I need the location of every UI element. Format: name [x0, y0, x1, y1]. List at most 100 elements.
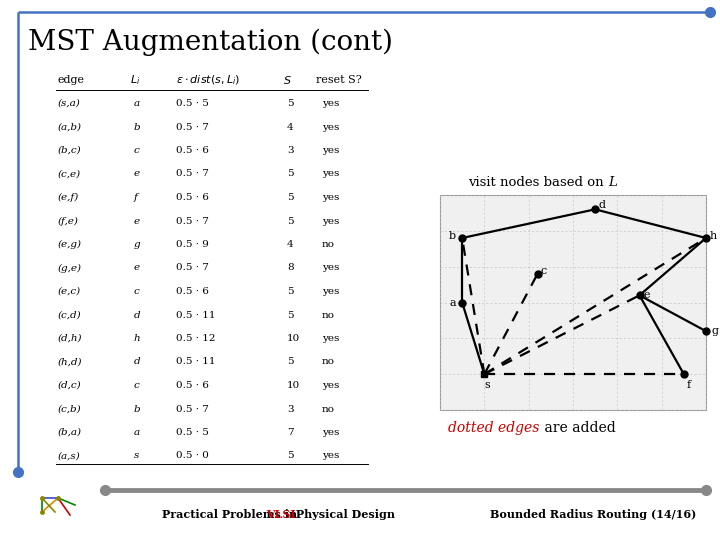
- Text: a: a: [134, 99, 140, 108]
- Text: s: s: [485, 380, 490, 390]
- Text: 0.5 · 7: 0.5 · 7: [176, 264, 209, 273]
- Text: 0.5 · 6: 0.5 · 6: [176, 193, 209, 202]
- Text: a: a: [134, 428, 140, 437]
- Text: e: e: [134, 217, 140, 226]
- Text: 0.5 · 6: 0.5 · 6: [176, 287, 209, 296]
- Text: f: f: [134, 193, 138, 202]
- Text: 10: 10: [287, 381, 300, 390]
- Text: (h,d): (h,d): [58, 357, 83, 367]
- Text: d: d: [134, 310, 140, 320]
- Text: c: c: [134, 381, 140, 390]
- Text: yes: yes: [322, 217, 339, 226]
- Text: a: a: [449, 298, 456, 307]
- Text: (e,c): (e,c): [58, 287, 81, 296]
- Text: 0.5 · 7: 0.5 · 7: [176, 170, 209, 179]
- Text: 3: 3: [287, 146, 294, 155]
- Text: 5: 5: [287, 310, 294, 320]
- Text: $S$: $S$: [283, 74, 292, 86]
- Text: 0.5 · 6: 0.5 · 6: [176, 381, 209, 390]
- Text: 0.5 · 9: 0.5 · 9: [176, 240, 209, 249]
- Text: (d,h): (d,h): [58, 334, 83, 343]
- Text: 0.5 · 5: 0.5 · 5: [176, 99, 209, 108]
- Text: yes: yes: [322, 146, 339, 155]
- Text: 0.5 · 7: 0.5 · 7: [176, 404, 209, 414]
- Text: yes: yes: [322, 451, 339, 461]
- Text: yes: yes: [322, 123, 339, 132]
- Text: c: c: [134, 146, 140, 155]
- Text: (a,s): (a,s): [58, 451, 81, 461]
- Text: (e,g): (e,g): [58, 240, 82, 249]
- Text: VLSI: VLSI: [266, 510, 296, 521]
- Text: yes: yes: [322, 264, 339, 273]
- Text: h: h: [134, 334, 140, 343]
- Text: $L_i$: $L_i$: [130, 73, 140, 87]
- Text: 0.5 · 7: 0.5 · 7: [176, 217, 209, 226]
- Text: (e,f): (e,f): [58, 193, 79, 202]
- Text: 5: 5: [287, 170, 294, 179]
- Text: edge: edge: [58, 75, 85, 85]
- Text: (c,d): (c,d): [58, 310, 81, 320]
- Text: yes: yes: [322, 334, 339, 343]
- Text: e: e: [134, 264, 140, 273]
- Text: yes: yes: [322, 193, 339, 202]
- Text: c: c: [541, 266, 546, 276]
- Text: 5: 5: [287, 357, 294, 367]
- Text: 4: 4: [287, 240, 294, 249]
- Bar: [440, 195, 706, 410]
- Text: d: d: [598, 200, 606, 211]
- Text: Practical Problems in: Practical Problems in: [162, 510, 301, 521]
- Text: 0.5 · 0: 0.5 · 0: [176, 451, 209, 461]
- Text: MST Augmentation (cont): MST Augmentation (cont): [28, 28, 393, 56]
- Text: g: g: [134, 240, 140, 249]
- Text: (f,e): (f,e): [58, 217, 79, 226]
- Text: b: b: [134, 404, 140, 414]
- Text: c: c: [134, 287, 140, 296]
- Text: 0.5 · 11: 0.5 · 11: [176, 310, 215, 320]
- Text: (d,c): (d,c): [58, 381, 81, 390]
- Text: $\epsilon \cdot dist(s, L_i)$: $\epsilon \cdot dist(s, L_i)$: [176, 73, 240, 87]
- Text: (b,c): (b,c): [58, 146, 81, 155]
- Text: L: L: [608, 176, 617, 188]
- Text: 5: 5: [287, 193, 294, 202]
- Text: yes: yes: [322, 170, 339, 179]
- Text: 5: 5: [287, 217, 294, 226]
- Text: 3: 3: [287, 404, 294, 414]
- Text: dotted edges: dotted edges: [448, 421, 539, 435]
- Text: h: h: [710, 231, 717, 241]
- Text: b: b: [449, 231, 456, 241]
- Text: 0.5 · 12: 0.5 · 12: [176, 334, 215, 343]
- Text: e: e: [134, 170, 140, 179]
- Text: visit nodes based on: visit nodes based on: [468, 176, 608, 188]
- Text: Bounded Radius Routing (14/16): Bounded Radius Routing (14/16): [490, 510, 696, 521]
- Text: 5: 5: [287, 99, 294, 108]
- Text: reset S?: reset S?: [316, 75, 361, 85]
- Text: b: b: [134, 123, 140, 132]
- Text: yes: yes: [322, 381, 339, 390]
- Text: s: s: [134, 451, 140, 461]
- Text: 5: 5: [287, 451, 294, 461]
- Text: g: g: [711, 326, 718, 336]
- Text: no: no: [322, 310, 335, 320]
- Text: (g,e): (g,e): [58, 264, 82, 273]
- Text: yes: yes: [322, 428, 339, 437]
- Text: (b,a): (b,a): [58, 428, 82, 437]
- Text: 0.5 · 7: 0.5 · 7: [176, 123, 209, 132]
- Text: no: no: [322, 240, 335, 249]
- Text: (a,b): (a,b): [58, 123, 82, 132]
- Text: Physical Design: Physical Design: [292, 510, 395, 521]
- Text: 0.5 · 11: 0.5 · 11: [176, 357, 215, 367]
- Text: 4: 4: [287, 123, 294, 132]
- Text: are added: are added: [540, 421, 616, 435]
- Text: no: no: [322, 357, 335, 367]
- Text: f: f: [687, 380, 691, 390]
- Text: 7: 7: [287, 428, 294, 437]
- Text: 5: 5: [287, 287, 294, 296]
- Text: no: no: [322, 404, 335, 414]
- Text: (s,a): (s,a): [58, 99, 81, 108]
- Text: 10: 10: [287, 334, 300, 343]
- Text: e: e: [644, 291, 650, 300]
- Text: (c,e): (c,e): [58, 170, 81, 179]
- Text: (c,b): (c,b): [58, 404, 81, 414]
- Text: yes: yes: [322, 287, 339, 296]
- Text: 0.5 · 6: 0.5 · 6: [176, 146, 209, 155]
